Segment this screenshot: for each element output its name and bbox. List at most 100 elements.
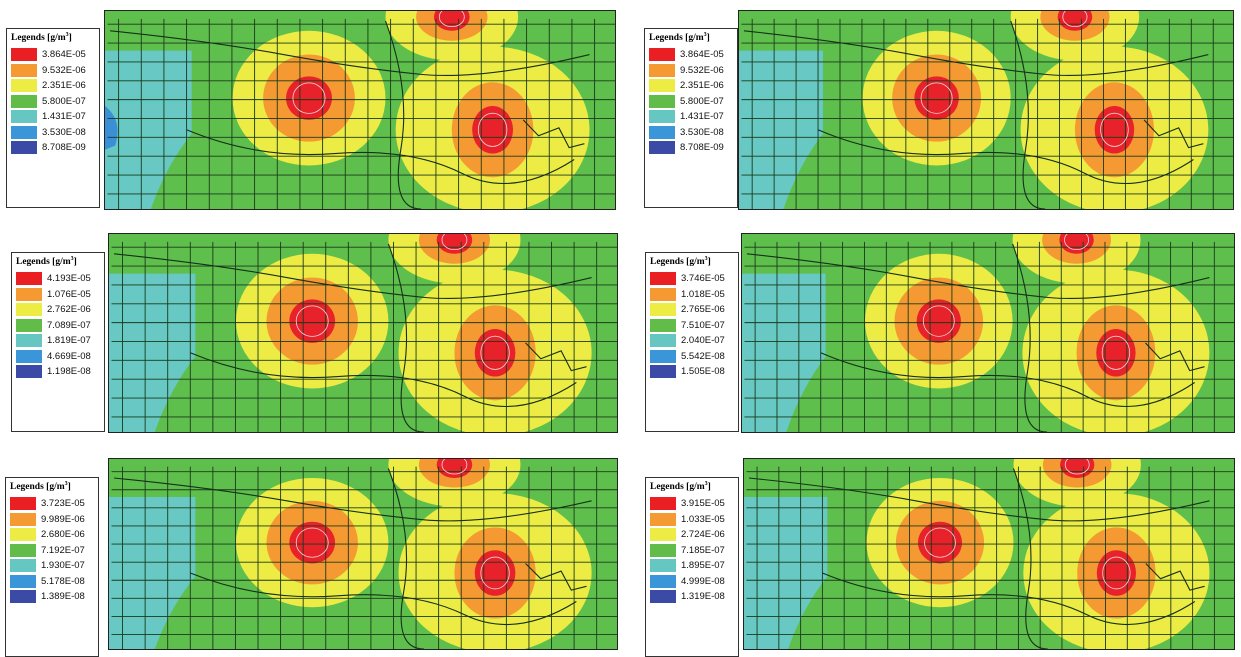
- legend-title: Legends [g/m3]: [649, 32, 733, 43]
- legend-value: 1.431E-07: [680, 111, 724, 122]
- legend-color-swatch: [649, 79, 675, 92]
- legend-entry: 3.864E-05: [649, 47, 733, 63]
- map-legend: Legends [g/m3] 3.746E-05 1.018E-05 2.765E-0…: [645, 252, 739, 432]
- map-canvas: [739, 11, 1233, 209]
- legend-entry: 2.762E-06: [16, 302, 100, 318]
- legend-entry: 1.505E-08: [650, 364, 734, 380]
- concentration-map: [743, 458, 1235, 650]
- legend-value: 1.033E-05: [681, 514, 725, 525]
- legend-entry: 7.089E-07: [16, 318, 100, 334]
- legend-entry: 2.351E-06: [649, 78, 733, 94]
- legend-title: Legends [g/m3]: [650, 256, 734, 267]
- legend-value: 2.351E-06: [680, 80, 724, 91]
- legend-color-swatch: [650, 544, 676, 557]
- legend-color-swatch: [10, 590, 36, 603]
- legend-color-swatch: [11, 64, 37, 77]
- legend-value: 2.351E-06: [42, 80, 86, 91]
- legend-color-swatch: [16, 288, 42, 301]
- legend-color-swatch: [650, 497, 676, 510]
- legend-value: 1.319E-08: [681, 591, 725, 602]
- legend-value: 5.800E-07: [680, 96, 724, 107]
- legend-entry: 1.076E-05: [16, 287, 100, 303]
- legend-value: 1.076E-05: [47, 289, 91, 300]
- concentration-map: [738, 10, 1234, 210]
- legend-entry: 2.040E-07: [650, 333, 734, 349]
- concentration-map: [108, 233, 618, 433]
- legend-entry: 1.930E-07: [10, 558, 94, 574]
- legend-color-swatch: [649, 126, 675, 139]
- legend-entry: 2.680E-06: [10, 527, 94, 543]
- legend-color-swatch: [16, 319, 42, 332]
- legend-color-swatch: [649, 48, 675, 61]
- legend-color-swatch: [16, 272, 42, 285]
- legend-title-text: Legends [g/m: [650, 257, 705, 267]
- legend-value: 3.864E-05: [42, 49, 86, 60]
- legend-color-swatch: [650, 365, 676, 378]
- legend-value: 4.193E-05: [47, 273, 91, 284]
- legend-color-swatch: [650, 559, 676, 572]
- legend-value: 1.505E-08: [681, 366, 725, 377]
- legend-value: 1.431E-07: [42, 111, 86, 122]
- legend-entry: 5.542E-08: [650, 349, 734, 365]
- legend-value: 3.864E-05: [680, 49, 724, 60]
- legend-entry: 2.724E-06: [650, 527, 734, 543]
- legend-title-text: Legends [g/m: [10, 482, 65, 492]
- legend-color-swatch: [10, 575, 36, 588]
- map-legend: Legends [g/m3] 3.864E-05 9.532E-06 2.351E-0…: [644, 28, 738, 208]
- legend-title-close: ]: [68, 482, 71, 492]
- legend-color-swatch: [650, 334, 676, 347]
- legend-color-swatch: [10, 528, 36, 541]
- legend-title: Legends [g/m3]: [650, 481, 734, 492]
- legend-color-swatch: [11, 79, 37, 92]
- legend-color-swatch: [11, 48, 37, 61]
- legend-entry: 5.800E-07: [11, 94, 95, 110]
- legend-entry: 1.431E-07: [649, 109, 733, 125]
- legend-color-swatch: [11, 110, 37, 123]
- map-legend: Legends [g/m3] 3.915E-05 1.033E-05 2.724E-0…: [645, 477, 739, 657]
- legend-entry: 1.431E-07: [11, 109, 95, 125]
- legend-color-swatch: [16, 334, 42, 347]
- legend-entry: 7.510E-07: [650, 318, 734, 334]
- legend-value: 2.762E-06: [47, 304, 91, 315]
- map-legend: Legends [g/m3] 3.864E-05 9.532E-06 2.351E-0…: [6, 28, 100, 208]
- legend-value: 9.989E-06: [41, 514, 85, 525]
- legend-title-close: ]: [74, 257, 77, 267]
- legend-entry: 7.192E-07: [10, 543, 94, 559]
- legend-color-swatch: [11, 95, 37, 108]
- legend-value: 5.178E-08: [41, 576, 85, 587]
- legend-entry: 4.999E-08: [650, 574, 734, 590]
- legend-entry: 1.389E-08: [10, 589, 94, 605]
- legend-color-swatch: [10, 497, 36, 510]
- legend-color-swatch: [16, 350, 42, 363]
- legend-entry: 3.530E-08: [11, 125, 95, 141]
- legend-value: 3.530E-08: [42, 127, 86, 138]
- legend-entry: 3.864E-05: [11, 47, 95, 63]
- legend-color-swatch: [650, 272, 676, 285]
- legend-value: 7.192E-07: [41, 545, 85, 556]
- legend-value: 7.185E-07: [681, 545, 725, 556]
- map-canvas: [742, 234, 1234, 432]
- legend-entry: 3.746E-05: [650, 271, 734, 287]
- map-legend: Legends [g/m3] 4.193E-05 1.076E-05 2.762E-0…: [11, 252, 105, 432]
- legend-value: 1.389E-08: [41, 591, 85, 602]
- legend-value: 7.089E-07: [47, 320, 91, 331]
- legend-value: 1.018E-05: [681, 289, 725, 300]
- legend-title: Legends [g/m3]: [11, 32, 95, 43]
- legend-entry: 2.765E-06: [650, 302, 734, 318]
- legend-color-swatch: [650, 303, 676, 316]
- legend-color-swatch: [10, 513, 36, 526]
- legend-entry: 4.669E-08: [16, 349, 100, 365]
- legend-title-text: Legends [g/m: [650, 482, 705, 492]
- legend-color-swatch: [649, 141, 675, 154]
- legend-entry: 8.708E-09: [11, 140, 95, 156]
- legend-color-swatch: [16, 303, 42, 316]
- concentration-map: [104, 10, 616, 210]
- legend-entry: 1.018E-05: [650, 287, 734, 303]
- legend-color-swatch: [650, 319, 676, 332]
- legend-color-swatch: [650, 350, 676, 363]
- legend-value: 8.708E-09: [42, 142, 86, 153]
- legend-value: 2.680E-06: [41, 529, 85, 540]
- legend-color-swatch: [11, 141, 37, 154]
- legend-entry: 1.033E-05: [650, 512, 734, 528]
- legend-entry: 1.895E-07: [650, 558, 734, 574]
